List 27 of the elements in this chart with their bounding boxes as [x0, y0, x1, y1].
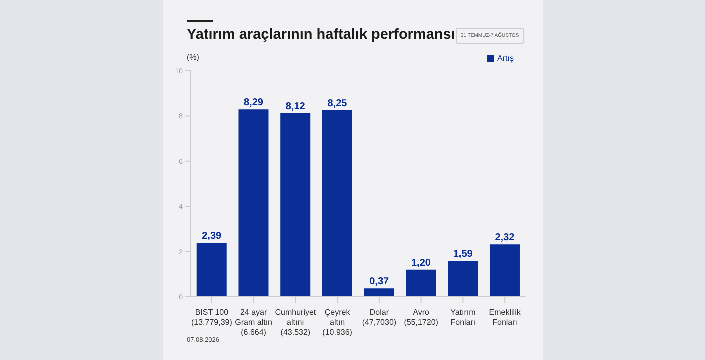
- bar: [364, 288, 394, 297]
- data-label: 2,39: [202, 230, 222, 242]
- bar: [280, 113, 311, 297]
- bar: [448, 261, 478, 297]
- bar: [490, 244, 520, 297]
- x-tick-label: Dolar (47,7030): [362, 308, 397, 327]
- bar: [322, 110, 352, 297]
- x-tick-label: Cumhuriyet altını (43.532): [275, 308, 317, 337]
- bar: [406, 270, 436, 297]
- data-label: 1,59: [453, 249, 474, 260]
- bar: [196, 242, 227, 297]
- data-label: 8,29: [244, 98, 264, 109]
- x-tick-label: Avro (55,1720): [404, 308, 439, 327]
- x-tick-label: Çeyrek altın (10.936): [322, 308, 353, 337]
- bar: [238, 110, 269, 297]
- data-label: 2,32: [495, 232, 516, 244]
- data-label: 1,20: [412, 258, 432, 269]
- data-label: 0,37: [370, 276, 390, 288]
- data-label: 8,12: [286, 101, 306, 112]
- legend-label: Artış: [498, 54, 514, 63]
- data-label: 8,25: [328, 98, 348, 110]
- chart-title: Yatırım araçlarının haftalık performansı: [187, 27, 456, 43]
- x-tick-label: Yatırım Fonları: [450, 308, 476, 327]
- x-tick-label: 24 ayar Gram altın (6.664): [235, 308, 272, 337]
- x-tick-label: Emeklilik Fonları: [489, 308, 522, 327]
- y-axis-title: (%): [187, 53, 200, 62]
- x-tick-label: BIST 100 (13.779,39): [191, 308, 233, 327]
